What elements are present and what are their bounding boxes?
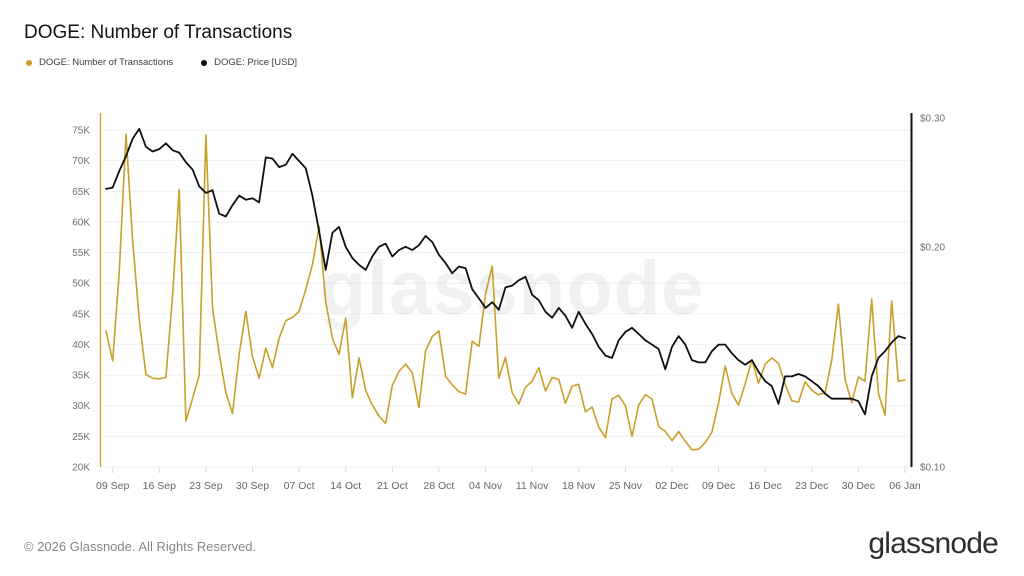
- gridlines: [100, 129, 912, 468]
- y-left-tick-label: 55K: [72, 248, 90, 259]
- y-axis-right-labels: $0.30 $0.20 $0.10: [920, 114, 945, 474]
- price-dot-icon: [201, 59, 208, 66]
- price-line[interactable]: [105, 127, 906, 416]
- x-tick-label: 07 Oct: [284, 480, 315, 492]
- series-lines: [105, 127, 906, 451]
- axis-lines: [99, 113, 913, 467]
- y-left-tick-label: 30K: [72, 401, 90, 412]
- y-left-tick-label: 60K: [72, 217, 90, 228]
- x-tick-label: 14 Oct: [330, 480, 361, 492]
- x-tick-label: 06 Jan: [889, 480, 921, 492]
- y-right-tick-label: $0.30: [920, 114, 945, 125]
- x-tick-label: 02 Dec: [655, 480, 688, 492]
- copyright-text: © 2026 Glassnode. All Rights Reserved.: [24, 539, 257, 554]
- y-left-tick-label: 65K: [72, 187, 90, 198]
- x-tick-label: 16 Dec: [749, 480, 782, 492]
- page-title: DOGE: Number of Transactions: [24, 22, 293, 43]
- x-tick-label: 28 Oct: [423, 480, 454, 492]
- x-tick-label: 04 Nov: [469, 480, 503, 492]
- transactions-line[interactable]: [105, 133, 906, 451]
- x-tick-label: 09 Sep: [96, 480, 129, 492]
- y-left-tick-label: 45K: [72, 309, 90, 320]
- legend-label-price: DOGE: Price [USD]: [214, 57, 297, 68]
- legend-item-price[interactable]: DOGE: Price [USD]: [201, 57, 297, 68]
- legend-label-transactions: DOGE: Number of Transactions: [39, 57, 174, 68]
- y-left-tick-label: 20K: [72, 463, 90, 474]
- y-left-tick-label: 25K: [72, 432, 90, 443]
- x-tick-label: 16 Sep: [143, 480, 176, 492]
- y-left-tick-label: 35K: [72, 371, 90, 382]
- y-right-tick-label: $0.20: [920, 242, 945, 253]
- x-tick-label: 23 Dec: [795, 480, 828, 492]
- x-tick-label: 30 Sep: [236, 480, 269, 492]
- x-tick-label: 25 Nov: [609, 480, 643, 492]
- x-tick-label: 30 Dec: [842, 480, 875, 492]
- legend-item-transactions[interactable]: DOGE: Number of Transactions: [26, 57, 173, 68]
- y-left-tick-label: 50K: [72, 279, 90, 290]
- transactions-dot-icon: [26, 59, 32, 66]
- glassnode-logo: glassnode: [868, 527, 998, 560]
- y-left-tick-label: 75K: [72, 126, 90, 137]
- y-left-tick-label: 70K: [72, 156, 90, 167]
- y-right-tick-label: $0.10: [920, 463, 945, 474]
- x-tick-label: 18 Nov: [562, 480, 596, 492]
- x-tick-label: 11 Nov: [516, 480, 549, 492]
- x-axis-labels: 09 Sep 16 Sep 23 Sep 30 Sep 07 Oct 14 Oct 21 O…: [96, 467, 921, 492]
- watermark: glassnode: [320, 246, 705, 331]
- x-tick-label: 09 Dec: [702, 480, 735, 492]
- legend: DOGE: Number of Transactions DOGE: Price…: [26, 57, 297, 68]
- x-tick-label: 23 Sep: [189, 480, 222, 492]
- x-tick-label: 21 Oct: [377, 480, 408, 492]
- y-left-tick-label: 40K: [72, 340, 90, 351]
- y-axis-left-labels: 75K 70K 65K 60K 55K 50K 45K 40K 35K 30K 25K 20K: [72, 126, 90, 474]
